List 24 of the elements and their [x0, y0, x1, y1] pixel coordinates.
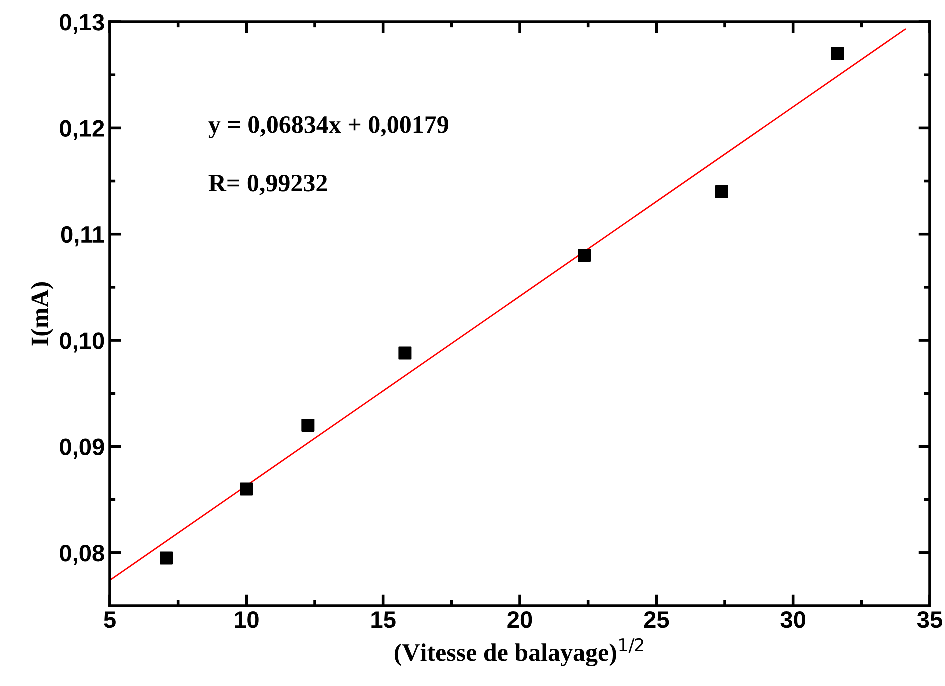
x-tick-label: 5 — [104, 612, 116, 628]
annotation: R= 0,99232 — [208, 174, 328, 196]
y-tick-label: 0,10 — [60, 332, 104, 353]
point — [398, 346, 412, 360]
x-tick-label: 20 — [508, 611, 532, 628]
point — [578, 249, 592, 262]
x-tick-label: 25 — [644, 611, 670, 628]
y-tick-label: 0,13 — [60, 14, 104, 34]
point — [715, 185, 728, 198]
x-tick-label: 15 — [372, 612, 396, 628]
point — [160, 552, 174, 565]
annotation: y = 0,06834x + 0,00179 — [208, 116, 448, 138]
y-tick-label: 0,11 — [61, 226, 104, 247]
point — [302, 418, 315, 432]
x-tick-label: 30 — [780, 611, 806, 628]
y-axis-title: I(mA) — [30, 282, 54, 346]
y-tick-label: 0,09 — [60, 438, 104, 459]
point — [240, 482, 254, 496]
y-tick-label: 0,12 — [60, 120, 104, 140]
point — [831, 47, 844, 60]
x-tick-label: 35 — [917, 611, 942, 628]
x-axis-title: (Vitesse de balayage)$^{1/2}$ — [394, 638, 644, 667]
y-tick-label: 0,08 — [60, 544, 104, 566]
x-tick-label: 10 — [235, 611, 259, 628]
